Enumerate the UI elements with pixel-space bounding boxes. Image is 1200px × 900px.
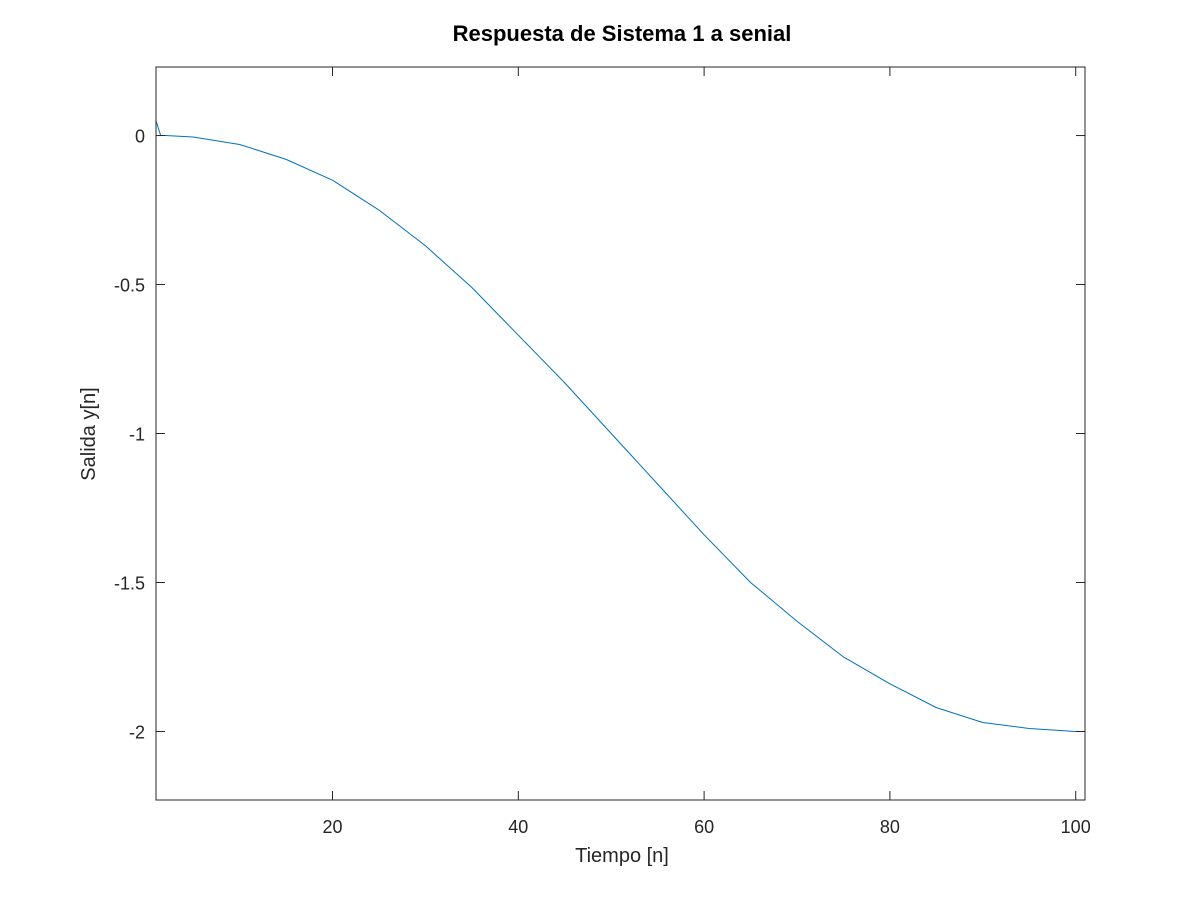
tick-labels: 20 40 60 80 100 0 -0.5 -1 -1.5 -2 (114, 127, 1091, 837)
x-tick-label: 60 (694, 817, 714, 837)
y-tick-label: -1.5 (114, 573, 145, 593)
y-axis-label: Salida y[n] (78, 387, 100, 480)
plot-area (155, 66, 1086, 801)
y-tick-label: -2 (129, 722, 145, 742)
axis-ticks (156, 67, 1085, 800)
y-tick-label: -0.5 (114, 276, 145, 296)
x-tick-label: 80 (880, 817, 900, 837)
chart-title: Respuesta de Sistema 1 a senial (453, 21, 792, 46)
y-tick-label: -1 (129, 425, 145, 445)
x-tick-label: 20 (322, 817, 342, 837)
x-tick-label: 100 (1061, 817, 1091, 837)
plot-background (156, 67, 1085, 800)
y-tick-label: 0 (135, 127, 145, 147)
series-line-1 (155, 120, 1085, 732)
x-tick-label: 40 (508, 817, 528, 837)
x-axis-label: Tiempo [n] (575, 845, 669, 867)
